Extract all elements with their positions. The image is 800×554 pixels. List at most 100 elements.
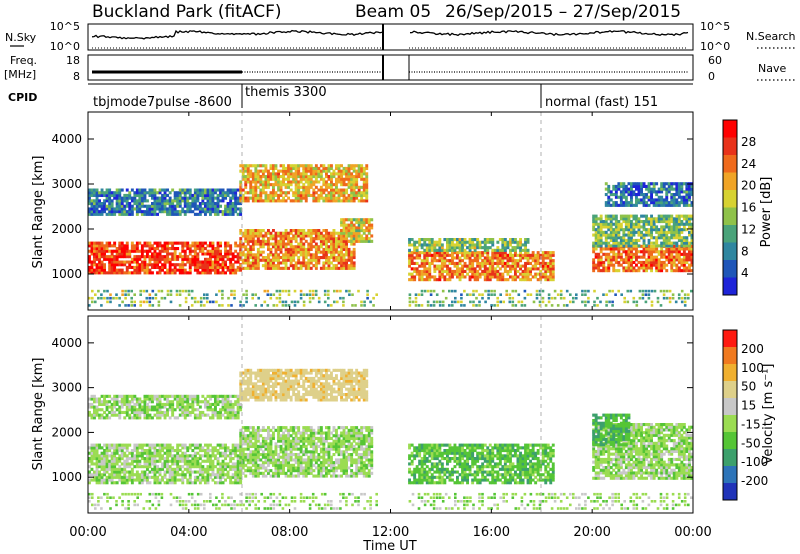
scatter-cell <box>446 251 449 255</box>
scatter-cell <box>100 265 104 269</box>
scatter-cell <box>163 257 167 261</box>
scatter-cell <box>685 182 689 186</box>
scatter-cell <box>420 243 424 247</box>
scatter-cell <box>312 199 316 203</box>
scatter-cell <box>529 267 532 271</box>
scatter-cell <box>206 478 210 482</box>
cpid-mode-1: tbjmode7pulse -8600 <box>93 95 232 110</box>
scatter-cell <box>98 446 101 450</box>
scatter-cell <box>127 304 130 307</box>
scatter-cell <box>420 289 424 293</box>
scatter-cell <box>308 300 312 304</box>
scatter-cell <box>168 481 172 485</box>
scatter-cell <box>508 296 512 300</box>
scatter-cell <box>245 289 248 293</box>
scatter-cell <box>105 244 109 248</box>
scatter-cell <box>337 188 341 192</box>
scatter-cell <box>130 204 134 208</box>
scatter-cell <box>337 256 341 260</box>
scatter-cell <box>98 191 101 195</box>
scatter-cell <box>501 246 505 250</box>
scatter-cell <box>224 249 227 253</box>
scatter-cell <box>454 300 457 304</box>
scatter-cell <box>526 240 530 244</box>
scatter-cell <box>688 255 691 259</box>
scatter-cell <box>105 188 109 192</box>
scatter-cell <box>292 172 296 176</box>
scatter-cell <box>323 289 327 293</box>
scatter-cell <box>193 481 197 485</box>
scatter-cell <box>123 271 127 275</box>
scatter-cell <box>549 264 553 268</box>
scatter-cell <box>662 236 666 240</box>
scatter-cell <box>299 237 303 241</box>
scatter-cell <box>246 264 250 268</box>
scatter-cell <box>556 304 560 307</box>
scatter-cell <box>264 175 268 179</box>
scatter-cell <box>352 188 356 192</box>
scatter-cell <box>675 225 679 229</box>
scatter-cell <box>367 220 371 224</box>
scatter-cell <box>335 196 338 200</box>
scatter-cell <box>287 304 291 307</box>
scatter-cell <box>662 217 666 221</box>
scatter-cell <box>627 238 631 242</box>
scatter-cell <box>201 473 205 477</box>
scatter-cell <box>332 183 336 187</box>
scatter-cell <box>105 467 109 471</box>
scatter-cell <box>562 304 566 307</box>
scatter-cell <box>259 191 263 195</box>
scatter-cell <box>90 212 94 216</box>
scatter-cell <box>269 199 273 203</box>
scatter-cell <box>458 238 462 242</box>
scatter-cell <box>509 253 512 257</box>
scatter-cell <box>118 475 122 479</box>
scatter-cell <box>617 252 621 256</box>
scatter-cell <box>640 230 643 234</box>
scatter-cell <box>236 252 240 256</box>
scatter-cell <box>143 271 147 275</box>
scatter-cell <box>627 225 631 229</box>
scatter-cell <box>503 253 507 257</box>
scatter-cell <box>511 261 515 265</box>
scatter-cell <box>294 229 298 233</box>
scatter-cell <box>309 229 313 233</box>
scatter-cell <box>655 250 659 254</box>
scatter-cell <box>264 191 268 195</box>
scatter-cell <box>204 196 207 200</box>
scatter-cell <box>647 182 651 186</box>
scatter-cell <box>206 210 210 214</box>
scatter-cell <box>655 220 659 224</box>
scatter-cell <box>637 233 641 237</box>
scatter-cell <box>599 238 603 242</box>
scatter-cell <box>145 296 149 300</box>
scatter-cell <box>214 204 217 208</box>
scatter-cell <box>632 203 636 207</box>
scatter-cell <box>246 239 250 243</box>
scatter-cell <box>487 289 490 293</box>
scatter-cell <box>156 481 159 485</box>
scatter-cell <box>135 265 139 269</box>
scatter-cell <box>161 263 164 267</box>
scatter-cell <box>153 449 157 453</box>
scatter-cell <box>201 191 205 195</box>
scatter-cell <box>317 258 321 262</box>
scatter-cell <box>514 253 517 257</box>
scatter-cell <box>544 264 548 268</box>
scatter-cell <box>120 470 124 474</box>
scatter-cell <box>277 245 280 249</box>
scatter-cell <box>216 202 220 206</box>
scatter-cell <box>138 443 142 447</box>
scatter-cell <box>100 467 104 471</box>
scatter-cell <box>468 264 472 268</box>
scatter-cell <box>614 193 618 197</box>
scatter-cell <box>294 196 298 200</box>
scatter-cell <box>488 264 492 268</box>
scatter-cell <box>201 268 205 272</box>
scatter-cell <box>110 260 114 264</box>
scatter-cell <box>171 454 175 458</box>
scatter-cell <box>108 207 112 211</box>
scatter-cell <box>302 193 306 197</box>
scatter-cell <box>650 225 653 229</box>
colorbar-swatch <box>723 260 737 278</box>
